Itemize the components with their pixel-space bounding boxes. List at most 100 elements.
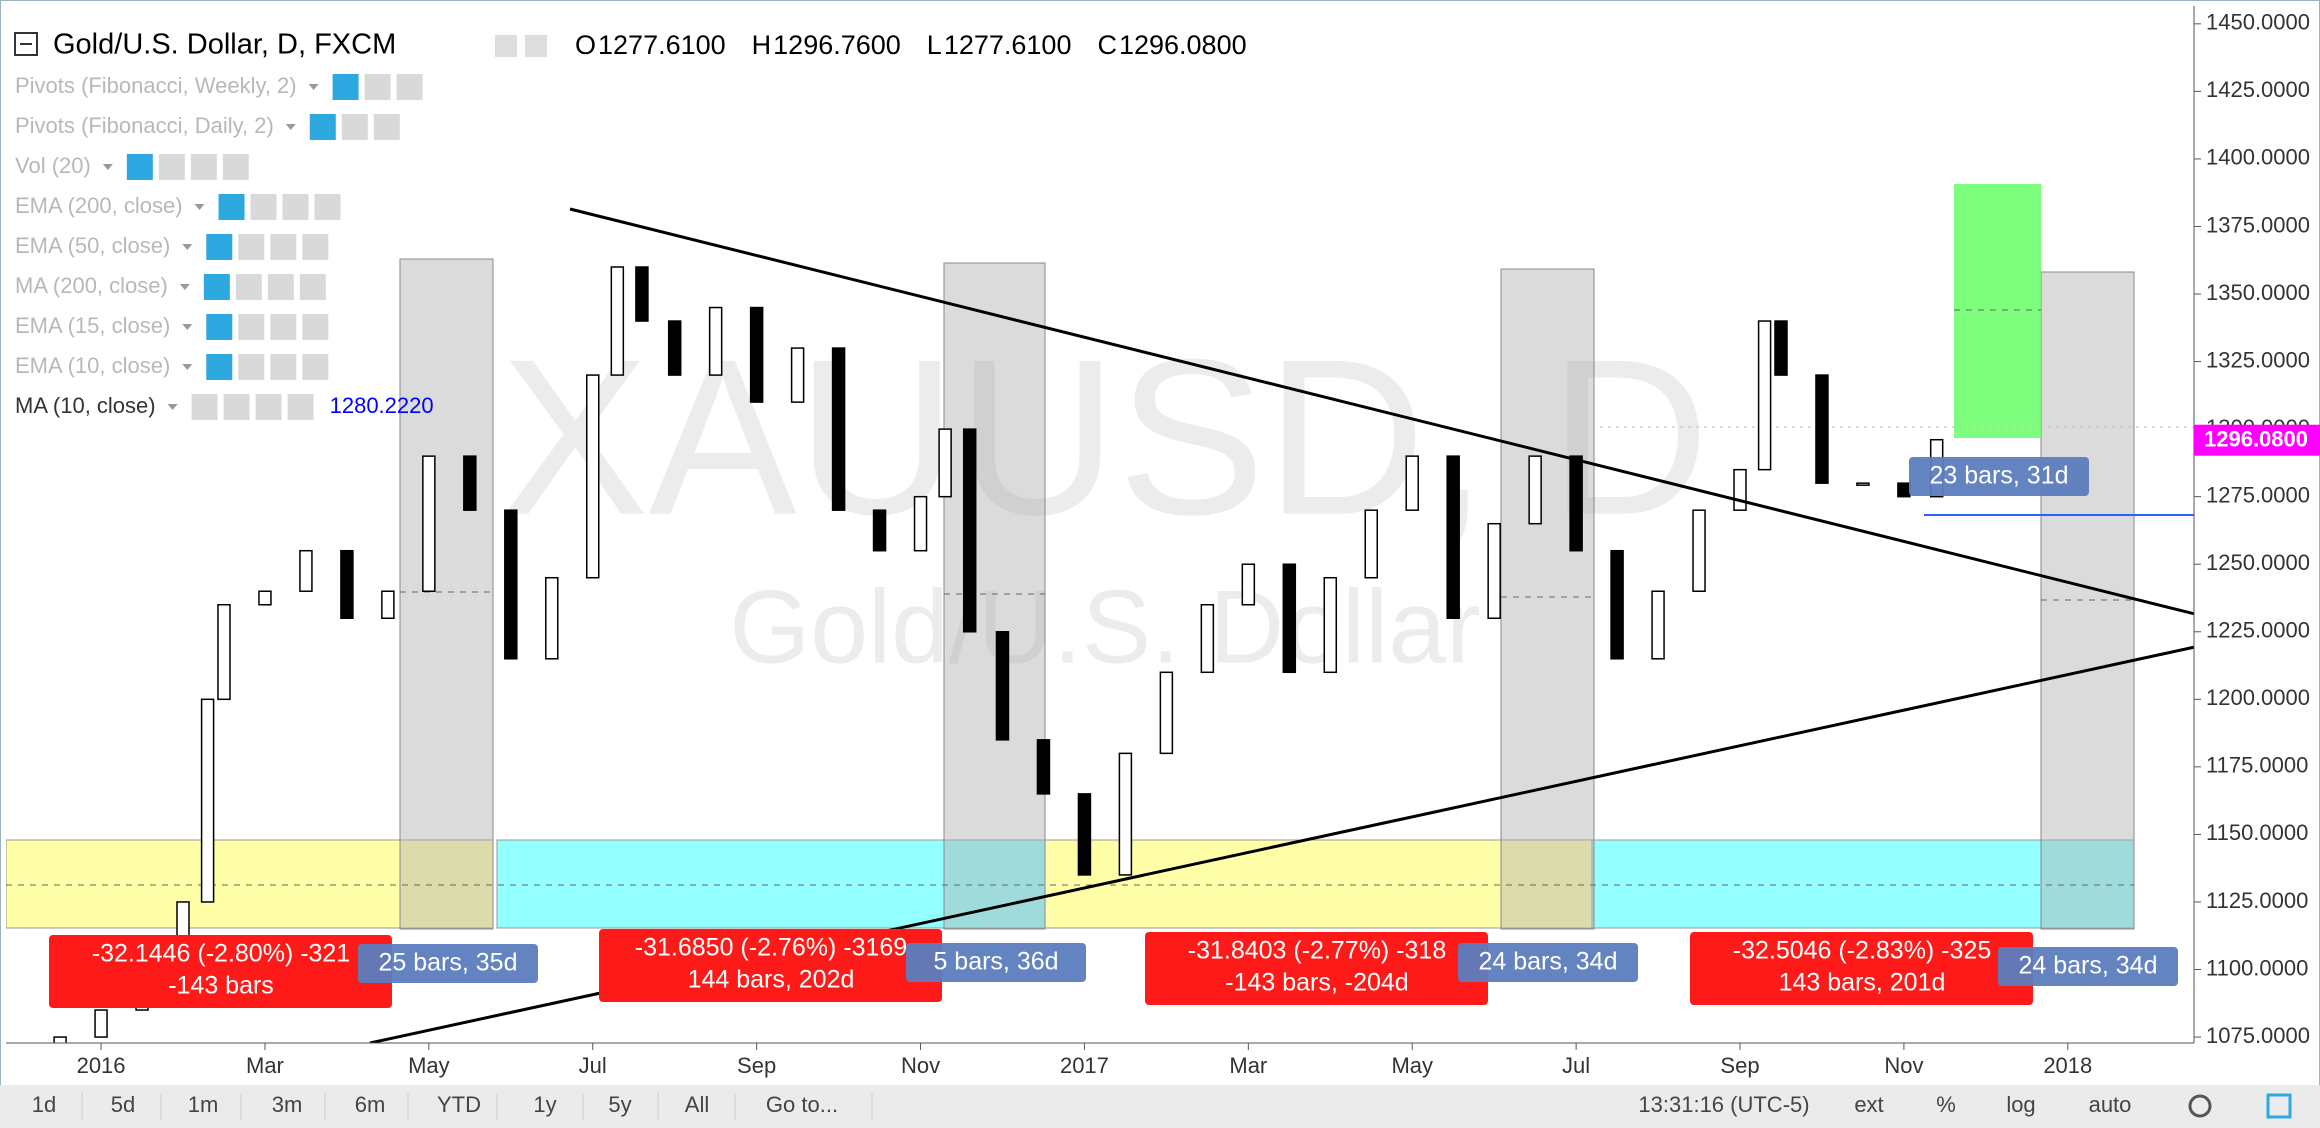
indicator-button[interactable] [250,194,277,220]
indicator-button[interactable] [238,234,265,260]
indicator-name[interactable]: Pivots (Fibonacci, Weekly, 2) [15,73,297,98]
candle [200,698,215,903]
indicator-button[interactable] [373,114,400,140]
toolbar-button[interactable]: 1d [32,1092,56,1117]
drawings [6,184,2195,1043]
toolbar-button[interactable]: ext [1854,1092,1883,1117]
indicator-button[interactable] [270,354,297,380]
range-box[interactable] [6,839,494,929]
indicator-button[interactable] [364,74,391,100]
range-label-box[interactable] [1690,932,2033,1005]
dropdown-arrow [102,164,113,170]
long-position-box[interactable] [1954,184,2041,438]
toolbar-buttons: 1d 5d 1m 3m 6m YTD 1y 5y All Go to... 13:31:16 (UT… [32,1092,2292,1120]
indicator-button[interactable] [223,394,250,420]
bar-count-box[interactable] [1909,457,2089,496]
range-label-box[interactable] [599,929,942,1002]
indicator-button[interactable] [203,274,230,300]
bar-count-label: 23 bars, 31d [1930,462,2069,490]
indicator-button[interactable] [238,314,265,340]
toolbar-button[interactable]: 3m [272,1092,303,1117]
fullscreen-button[interactable] [2266,1093,2292,1119]
indicator-name[interactable]: EMA (15, close) [15,313,170,338]
indicator-button[interactable] [299,274,326,300]
date-range-box[interactable] [399,258,494,930]
indicator-button[interactable] [302,314,329,340]
toolbar-button[interactable]: 1y [533,1092,556,1117]
bar-count-box[interactable] [906,943,1086,982]
indicator-button[interactable] [309,114,336,140]
indicator-button[interactable] [287,394,314,420]
y-tick-label: 1175.0000 [2206,753,2308,778]
indicator-button[interactable] [158,154,185,180]
indicator-button[interactable] [255,394,282,420]
indicator-name[interactable]: EMA (200, close) [15,193,183,218]
indicator-button[interactable] [270,314,297,340]
indicator-button[interactable] [332,74,359,100]
indicator-button[interactable] [302,354,329,380]
candle [1036,739,1051,795]
date-range-box[interactable] [943,262,1046,930]
date-range-box[interactable] [1500,268,1595,930]
indicator-button[interactable] [190,154,217,180]
x-tick-label: May [408,1053,450,1078]
indicator-name[interactable]: EMA (50, close) [15,233,170,258]
indicator-button[interactable] [126,154,153,180]
range-label-box[interactable] [49,935,392,1008]
candle [635,266,649,322]
range-label-box[interactable] [1145,932,1488,1005]
indicator-name[interactable]: MA (10, close) [15,393,156,418]
toolbar-button[interactable]: auto [2089,1092,2132,1117]
toolbar-button[interactable]: 6m [355,1092,386,1117]
dropdown-arrow [182,364,193,370]
indicator-button[interactable] [270,234,297,260]
indicator-button[interactable] [191,394,218,420]
toolbar-button[interactable]: Go to... [766,1092,838,1117]
indicator-button[interactable] [206,314,233,340]
range-label: -31.8403 (-2.77%) -318 [1188,937,1446,965]
range-box[interactable] [496,839,1046,929]
indicator-button[interactable] [302,234,329,260]
indicator-button[interactable] [267,274,294,300]
bar-count-box[interactable] [358,944,538,983]
indicator-name[interactable]: EMA (10, close) [15,353,170,378]
indicator-button[interactable] [238,354,265,380]
indicator-button[interactable] [206,234,233,260]
toolbar-button[interactable]: 5y [608,1092,631,1117]
candle [1897,482,1911,498]
indicator-name[interactable]: Pivots (Fibonacci, Daily, 2) [15,113,274,138]
indicator-button[interactable] [222,154,249,180]
settings-button[interactable] [2188,1094,2212,1118]
indicator-button[interactable] [314,194,341,220]
indicator-button[interactable] [218,194,245,220]
indicator-button[interactable] [396,74,423,100]
candle [422,455,436,592]
indicator-name[interactable]: MA (200, close) [15,273,168,298]
bar-count-box[interactable] [1998,947,2178,986]
bar-count-box[interactable] [1458,943,1638,982]
toolbar-button[interactable]: YTD [437,1092,481,1117]
x-tick-label: Nov [1884,1053,1923,1078]
toolbar-button[interactable]: log [2006,1092,2035,1117]
toolbar-button[interactable]: 13:31:16 (UTC-5) [1638,1092,1809,1117]
indicator-button[interactable] [206,354,233,380]
trendline[interactable] [569,207,2195,616]
x-tick-label: Nov [901,1053,940,1078]
toolbar-button[interactable]: % [1936,1092,1956,1117]
indicator-button[interactable] [341,114,368,140]
y-tick-label: 1275.0000 [2206,482,2310,507]
indicator-button[interactable] [282,194,309,220]
candle [1487,522,1501,620]
indicator-button[interactable] [235,274,262,300]
bar-count-label: 5 bars, 36d [933,948,1058,976]
symbol-title[interactable]: Gold/U.S. Dollar, D, FXCM [53,29,396,61]
toolbar-button[interactable]: All [685,1092,709,1117]
toolbar-button[interactable]: 5d [111,1092,135,1117]
range-box[interactable] [1591,839,2135,929]
candle [1241,563,1256,606]
watermark-symbol: XAUUSD, D [501,314,1710,562]
candle [749,306,764,403]
dropdown-arrow [194,204,205,210]
toolbar-button[interactable]: 1m [188,1092,219,1117]
indicator-name[interactable]: Vol (20) [15,153,91,178]
